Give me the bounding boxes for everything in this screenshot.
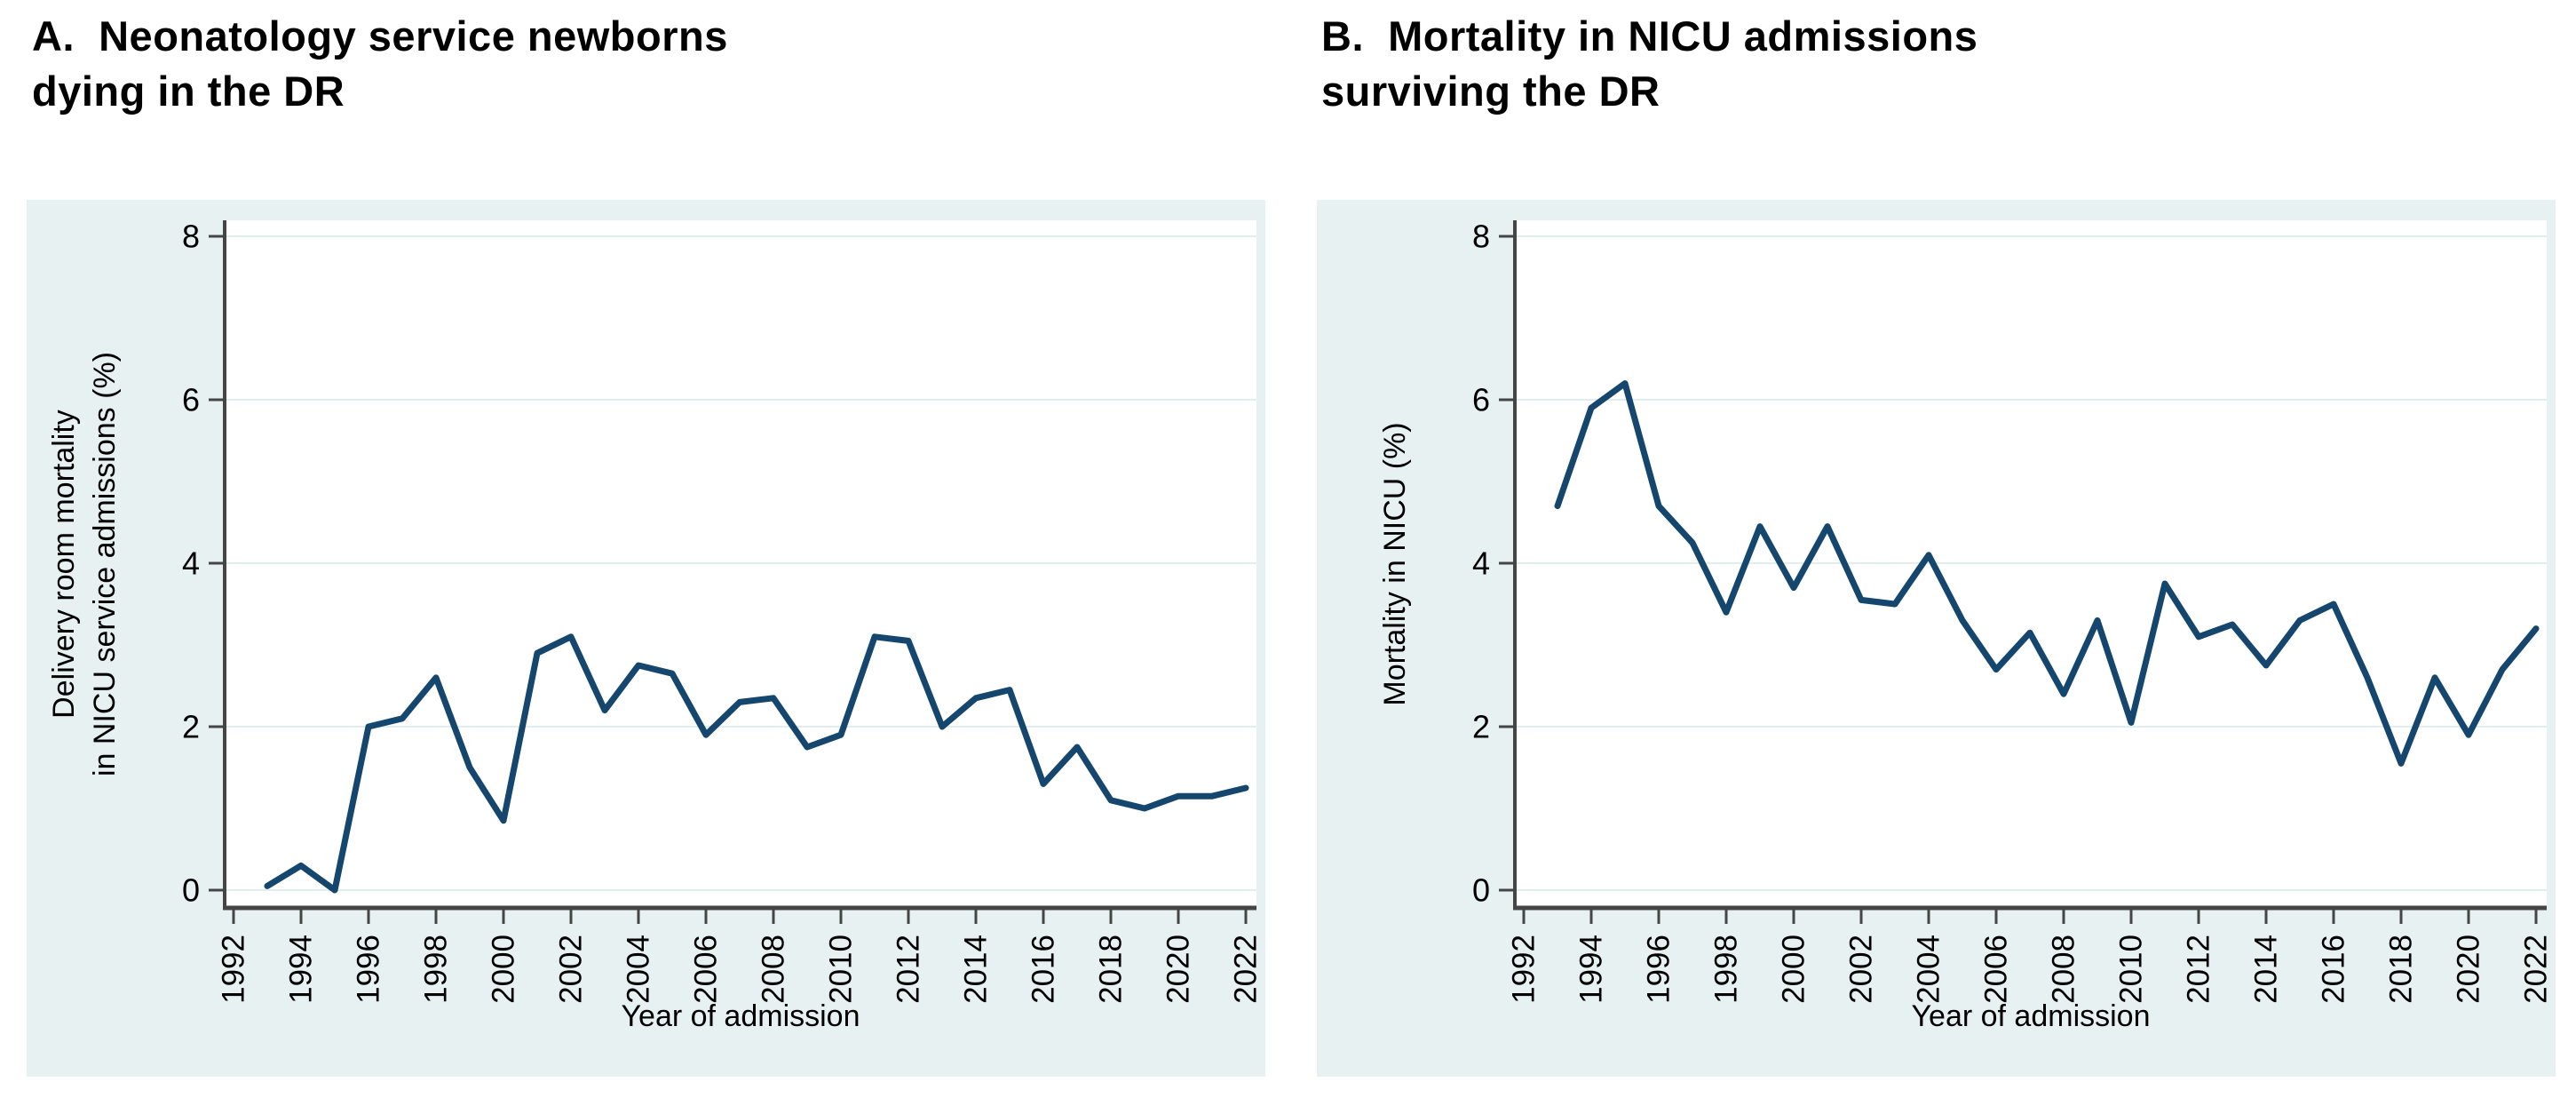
panel-a-chart-region: 0 2 4 6 8 1992 1994 1996 1998 2000 2002 2004 2006 200… [27, 200, 1265, 1077]
x-tick-label: 2012 [892, 935, 926, 1004]
x-tick-label: 2012 [2182, 935, 2216, 1004]
chart-b-svg: 0 2 4 6 8 1992 1994 1996 1998 2000 2002 2004 2006 200… [1378, 219, 2554, 1034]
y-axis-title: Delivery room mortality [47, 410, 81, 719]
panel-b-title-line-1: B. Mortality in NICU admissions [1321, 12, 1978, 60]
x-tick-label: 1992 [1507, 935, 1542, 1004]
y-tick-label: 4 [182, 545, 200, 582]
data-line [1554, 380, 2540, 767]
x-tick-label: 2010 [2114, 935, 2149, 1004]
x-tick-label: 2020 [2452, 935, 2486, 1004]
y-tick-label: 6 [182, 382, 200, 418]
x-tick-label: 2002 [554, 935, 589, 1004]
y-axis-title: Mortality in NICU (%) [1378, 422, 1412, 705]
x-tick-label: 1998 [1709, 935, 1744, 1004]
x-tick-label: 1994 [284, 935, 319, 1004]
x-tick-label: 2018 [2384, 935, 2419, 1004]
x-tick-label: 2010 [824, 935, 859, 1004]
x-tick-label: 2002 [1844, 935, 1879, 1004]
panel-b-title-line-2: surviving the DR [1321, 68, 1661, 115]
y-tick-label: 2 [1472, 709, 1490, 745]
panel-b-title: B. Mortality in NICU admissions survivin… [1321, 9, 1978, 119]
x-tick-label: 1998 [419, 935, 454, 1004]
x-tick-label: 2008 [757, 935, 791, 1004]
panel-a-title-line-2: dying in the DR [32, 68, 345, 115]
x-tick-label: 2000 [487, 935, 521, 1004]
x-tick-label: 2014 [2249, 935, 2284, 1004]
x-tick-label: 1992 [217, 935, 251, 1004]
x-tick-label: 2020 [1161, 935, 1196, 1004]
x-tick-label: 1996 [352, 935, 386, 1004]
x-axis-title: Year of admission [621, 999, 860, 1033]
panel-a-title: A. Neonatology service newborns dying in… [32, 9, 728, 119]
panel-b-chart-region: 0 2 4 6 8 1992 1994 1996 1998 2000 2002 2004 2006 200… [1317, 200, 2556, 1077]
x-tick-label: 2004 [1912, 935, 1946, 1004]
x-tick-label: 2006 [1979, 935, 2014, 1004]
x-tick-label: 2022 [2519, 935, 2554, 1004]
y-tick-label: 0 [1472, 872, 1490, 909]
x-tick-label: 2016 [2317, 935, 2351, 1004]
y-tick-label: 8 [182, 219, 200, 255]
chart-a-svg: 0 2 4 6 8 1992 1994 1996 1998 2000 2002 2004 2006 200… [47, 219, 1264, 1034]
y-tick-label: 0 [182, 872, 200, 909]
data-line [264, 633, 1249, 894]
x-tick-label: 2016 [1026, 935, 1061, 1004]
x-tick-label: 2022 [1229, 935, 1264, 1004]
y-tick-label: 4 [1472, 545, 1490, 582]
x-tick-label: 2006 [689, 935, 724, 1004]
y-tick-label: 2 [182, 709, 200, 745]
x-tick-label: 2014 [959, 935, 994, 1004]
x-axis-title: Year of admission [1911, 999, 2150, 1033]
y-tick-label: 8 [1472, 219, 1490, 255]
x-tick-label: 2004 [622, 935, 656, 1004]
y-tick-label: 6 [1472, 382, 1490, 418]
x-tick-label: 2000 [1777, 935, 1811, 1004]
x-tick-label: 2018 [1094, 935, 1129, 1004]
x-tick-label: 2008 [2047, 935, 2081, 1004]
y-axis-title: in NICU service admissions (%) [88, 352, 122, 776]
panel-a-title-line-1: A. Neonatology service newborns [32, 12, 728, 60]
x-tick-label: 1996 [1642, 935, 1676, 1004]
x-tick-label: 1994 [1574, 935, 1609, 1004]
